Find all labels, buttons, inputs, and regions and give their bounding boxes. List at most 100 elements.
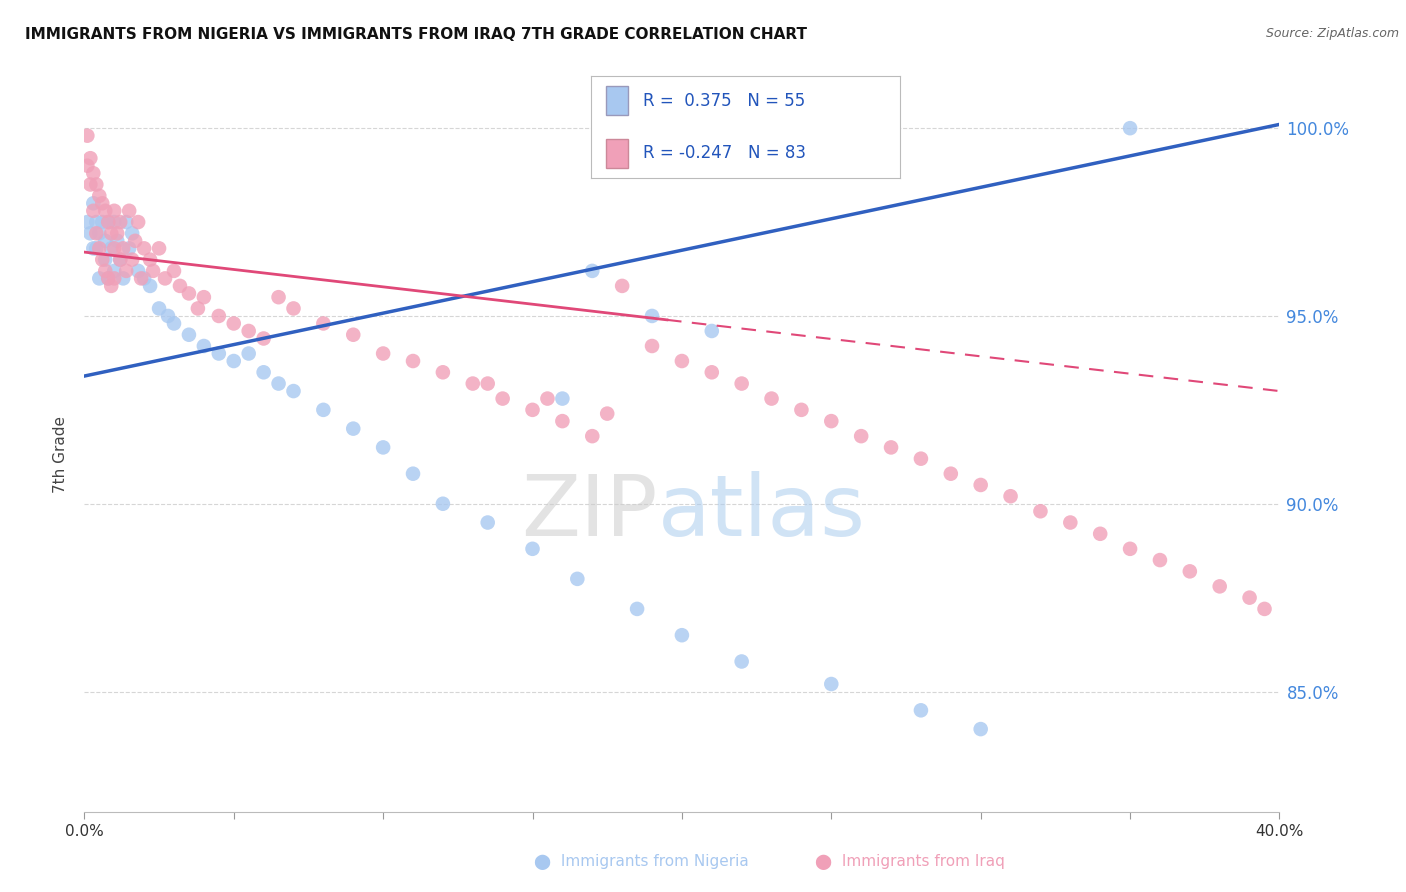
Point — [86, 178, 108, 192]
Point — [132, 241, 156, 255]
Point — [82, 196, 104, 211]
Point — [118, 241, 141, 255]
Point — [89, 188, 111, 202]
Point — [115, 215, 138, 229]
Y-axis label: 7th Grade: 7th Grade — [53, 417, 69, 493]
Point — [373, 346, 395, 360]
Point — [82, 203, 104, 218]
Point — [222, 317, 245, 331]
Point — [342, 422, 364, 436]
Point — [641, 309, 664, 323]
Point — [79, 178, 101, 192]
Point — [1119, 541, 1142, 556]
Point — [1059, 516, 1081, 530]
Point — [222, 354, 245, 368]
Point — [851, 429, 873, 443]
Point — [238, 324, 260, 338]
Point — [89, 227, 111, 241]
Point — [187, 301, 209, 316]
Point — [112, 241, 135, 255]
Point — [626, 602, 648, 616]
Point — [103, 203, 125, 218]
Point — [551, 414, 574, 428]
Point — [492, 392, 515, 406]
Point — [148, 241, 170, 255]
Point — [118, 203, 141, 218]
Point — [820, 414, 842, 428]
Text: R = -0.247   N = 83: R = -0.247 N = 83 — [643, 145, 806, 162]
Point — [86, 227, 108, 241]
Point — [910, 451, 932, 466]
Point — [671, 628, 693, 642]
Text: IMMIGRANTS FROM NIGERIA VS IMMIGRANTS FROM IRAQ 7TH GRADE CORRELATION CHART: IMMIGRANTS FROM NIGERIA VS IMMIGRANTS FR… — [25, 27, 807, 42]
Point — [103, 241, 125, 255]
Point — [402, 467, 425, 481]
Point — [153, 271, 176, 285]
Point — [79, 151, 101, 165]
Point — [89, 271, 111, 285]
Point — [312, 402, 335, 417]
Point — [581, 429, 603, 443]
Point — [177, 286, 200, 301]
Point — [100, 279, 122, 293]
Point — [124, 234, 146, 248]
Point — [522, 541, 544, 556]
Point — [105, 234, 128, 248]
FancyBboxPatch shape — [606, 139, 627, 168]
Point — [536, 392, 558, 406]
Point — [522, 402, 544, 417]
Point — [790, 402, 813, 417]
Point — [581, 264, 603, 278]
Point — [105, 227, 128, 241]
Point — [148, 301, 170, 316]
Point — [94, 252, 117, 267]
Point — [267, 376, 290, 391]
Point — [132, 271, 156, 285]
Text: ⬤  Immigrants from Nigeria: ⬤ Immigrants from Nigeria — [534, 854, 749, 870]
Point — [283, 301, 305, 316]
Point — [121, 227, 143, 241]
Point — [731, 376, 754, 391]
Point — [91, 196, 114, 211]
Point — [910, 703, 932, 717]
Point — [970, 478, 993, 492]
Point — [89, 241, 111, 255]
Point — [402, 354, 425, 368]
Text: atlas: atlas — [658, 470, 866, 554]
Point — [208, 346, 231, 360]
Point — [169, 279, 191, 293]
Point — [112, 271, 135, 285]
Point — [97, 271, 120, 285]
Point — [127, 264, 149, 278]
Point — [1000, 489, 1022, 503]
Point — [820, 677, 842, 691]
Point — [551, 392, 574, 406]
Point — [193, 339, 215, 353]
Point — [94, 234, 117, 248]
Point — [110, 252, 132, 267]
Point — [1239, 591, 1261, 605]
Point — [238, 346, 260, 360]
Point — [94, 264, 117, 278]
Point — [267, 290, 290, 304]
Point — [373, 441, 395, 455]
Point — [253, 365, 276, 379]
Point — [142, 264, 165, 278]
Point — [110, 252, 132, 267]
Point — [91, 252, 114, 267]
Point — [312, 317, 335, 331]
Point — [477, 516, 499, 530]
Point — [103, 271, 125, 285]
Point — [432, 497, 454, 511]
Point — [82, 166, 104, 180]
Point — [1178, 565, 1201, 579]
Point — [880, 441, 903, 455]
Point — [177, 327, 200, 342]
Point — [127, 215, 149, 229]
Point — [432, 365, 454, 379]
Point — [1149, 553, 1171, 567]
Point — [253, 331, 276, 345]
Point — [641, 339, 664, 353]
Point — [671, 354, 693, 368]
Point — [129, 271, 152, 285]
